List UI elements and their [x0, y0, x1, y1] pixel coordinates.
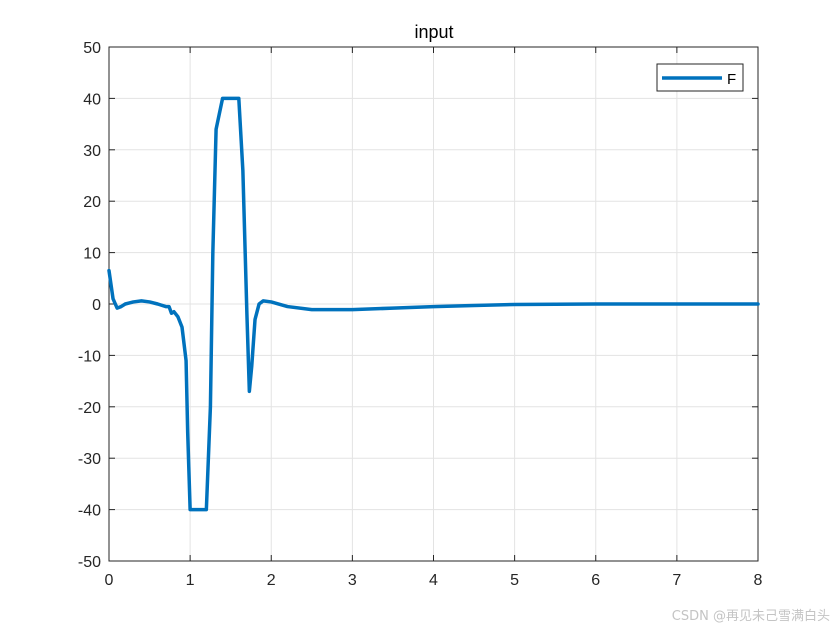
- series-layer: [107, 96, 760, 512]
- x-tick-label: 5: [510, 572, 519, 589]
- y-tick-label: -50: [78, 554, 101, 571]
- x-tick-label: 3: [348, 572, 357, 589]
- x-tick-label: 2: [267, 572, 276, 589]
- x-tick-label: 0: [105, 572, 114, 589]
- x-tick-label: 8: [754, 572, 763, 589]
- y-tick-label: 10: [83, 246, 101, 263]
- y-tick-label: -40: [78, 503, 101, 520]
- y-tick-label: 30: [83, 143, 101, 160]
- y-tick-label: -20: [78, 400, 101, 417]
- x-tick-label: 4: [429, 572, 438, 589]
- y-tick-label: 50: [83, 40, 101, 57]
- y-tick-label: 20: [83, 194, 101, 211]
- x-tick-label: 1: [186, 572, 195, 589]
- x-tick-label: 6: [591, 572, 600, 589]
- watermark: CSDN @再见未己雪满白头: [671, 609, 830, 624]
- chart-title: input: [414, 22, 453, 42]
- y-tick-label: -30: [78, 451, 101, 468]
- grid: [109, 47, 758, 561]
- legend: F: [656, 63, 744, 92]
- legend-label: F: [727, 71, 736, 88]
- y-tick-label: -10: [78, 348, 101, 365]
- series-line-F: [107, 96, 760, 512]
- axis-ticks: 0 1 2 3 4 5 6 7 8 -50 -40 -30 -20 -10 0 10 20 30 40 50: [78, 40, 763, 589]
- y-tick-label: 0: [92, 297, 101, 314]
- y-tick-label: 40: [83, 91, 101, 108]
- x-tick-label: 7: [672, 572, 681, 589]
